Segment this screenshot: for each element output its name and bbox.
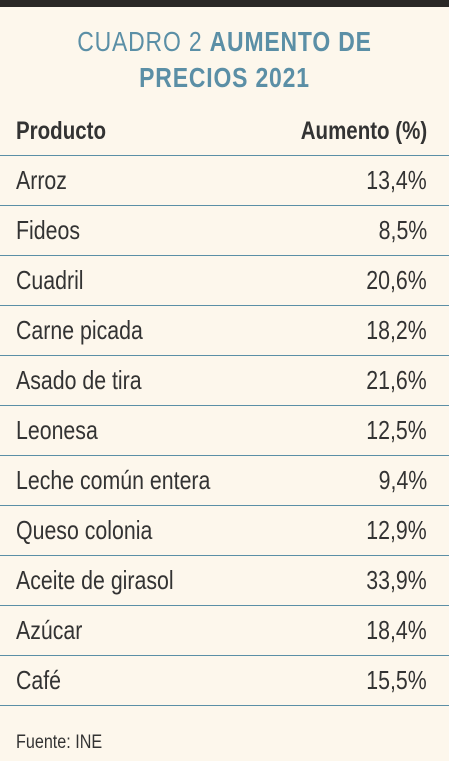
header-producto: Producto xyxy=(16,116,106,145)
product-cell: Aceite de girasol xyxy=(16,565,174,595)
increase-cell: 18,2% xyxy=(366,315,427,345)
table-header-row: Producto Aumento (%) xyxy=(0,107,449,156)
table-row: Azúcar 18,4% xyxy=(0,606,449,656)
increase-cell: 9,4% xyxy=(378,465,427,495)
table-row: Leonesa 12,5% xyxy=(0,406,449,456)
increase-cell: 20,6% xyxy=(366,265,427,295)
increase-cell: 33,9% xyxy=(366,565,427,595)
header-aumento: Aumento (%) xyxy=(300,116,427,145)
title-line-1: CUADRO 2 AUMENTO DE xyxy=(40,24,408,60)
product-cell: Azúcar xyxy=(16,615,83,645)
table-row: Leche común entera 9,4% xyxy=(0,456,449,506)
table-row: Aceite de girasol 33,9% xyxy=(0,556,449,606)
title-main-1: AUMENTO DE xyxy=(209,26,372,57)
table-title: CUADRO 2 AUMENTO DE PRECIOS 2021 xyxy=(40,24,408,96)
product-cell: Cuadril xyxy=(16,265,84,295)
increase-cell: 18,4% xyxy=(366,615,427,645)
product-cell: Café xyxy=(16,665,62,695)
increase-cell: 8,5% xyxy=(378,215,427,245)
table-row: Café 15,5% xyxy=(0,656,449,706)
product-cell: Fideos xyxy=(16,215,80,245)
table-row: Cuadril 20,6% xyxy=(0,256,449,306)
top-bar xyxy=(0,0,449,7)
table-body: Arroz 13,4% Fideos 8,5% Cuadril 20,6% Carne pi… xyxy=(0,156,449,706)
title-main-2: PRECIOS 2021 xyxy=(139,62,310,93)
increase-cell: 15,5% xyxy=(366,665,427,695)
product-cell: Asado de tira xyxy=(16,365,142,395)
product-cell: Arroz xyxy=(16,165,67,195)
product-cell: Leche común entera xyxy=(16,465,211,495)
increase-cell: 21,6% xyxy=(366,365,427,395)
table-row: Fideos 8,5% xyxy=(0,206,449,256)
table-row: Queso colonia 12,9% xyxy=(0,506,449,556)
table-row: Arroz 13,4% xyxy=(0,156,449,206)
product-cell: Queso colonia xyxy=(16,515,153,545)
product-cell: Leonesa xyxy=(16,415,98,445)
increase-cell: 13,4% xyxy=(366,165,427,195)
title-prefix: CUADRO 2 xyxy=(77,26,203,57)
source-note: Fuente: INE xyxy=(16,732,103,753)
product-cell: Carne picada xyxy=(16,315,143,345)
price-table: Producto Aumento (%) Arroz 13,4% Fideos 8,5… xyxy=(0,107,449,706)
table-row: Carne picada 18,2% xyxy=(0,306,449,356)
increase-cell: 12,5% xyxy=(366,415,427,445)
increase-cell: 12,9% xyxy=(366,515,427,545)
table-row: Asado de tira 21,6% xyxy=(0,356,449,406)
